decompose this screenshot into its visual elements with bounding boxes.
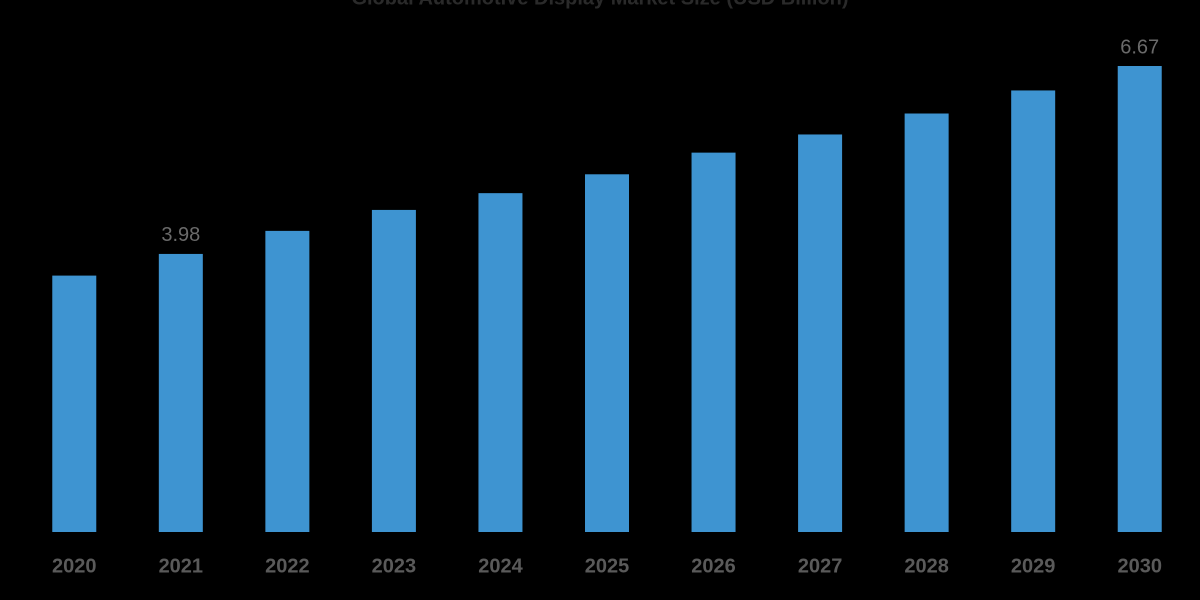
x-tick-label: 2022	[265, 555, 310, 577]
x-tick-label: 2020	[52, 555, 97, 577]
x-tick-label: 2026	[691, 555, 736, 577]
x-tick-label: 2030	[1117, 555, 1162, 577]
bar	[265, 230, 310, 532]
x-tick-label: 2025	[585, 555, 630, 577]
x-tick-label: 2027	[798, 555, 843, 577]
x-tick-label: 2029	[1011, 555, 1056, 577]
bar	[904, 113, 949, 533]
bar	[52, 275, 97, 532]
x-tick-label: 2028	[904, 555, 949, 577]
bar	[158, 253, 203, 533]
bar	[798, 134, 843, 532]
chart-title: Global Automotive Display Market Size (U…	[351, 0, 848, 9]
bar	[371, 209, 416, 532]
bar	[1117, 66, 1162, 532]
value-label: 6.67	[1120, 36, 1159, 58]
bar	[585, 174, 629, 533]
x-tick-label: 2024	[478, 555, 523, 577]
bar	[691, 152, 736, 532]
x-tick-label: 2023	[372, 555, 417, 577]
bar	[478, 193, 523, 532]
value-label: 3.98	[161, 224, 200, 246]
x-tick-label: 2021	[159, 555, 204, 577]
bar	[1011, 90, 1056, 533]
